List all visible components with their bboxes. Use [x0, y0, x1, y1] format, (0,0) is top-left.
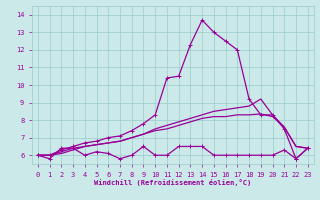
X-axis label: Windchill (Refroidissement éolien,°C): Windchill (Refroidissement éolien,°C)	[94, 179, 252, 186]
